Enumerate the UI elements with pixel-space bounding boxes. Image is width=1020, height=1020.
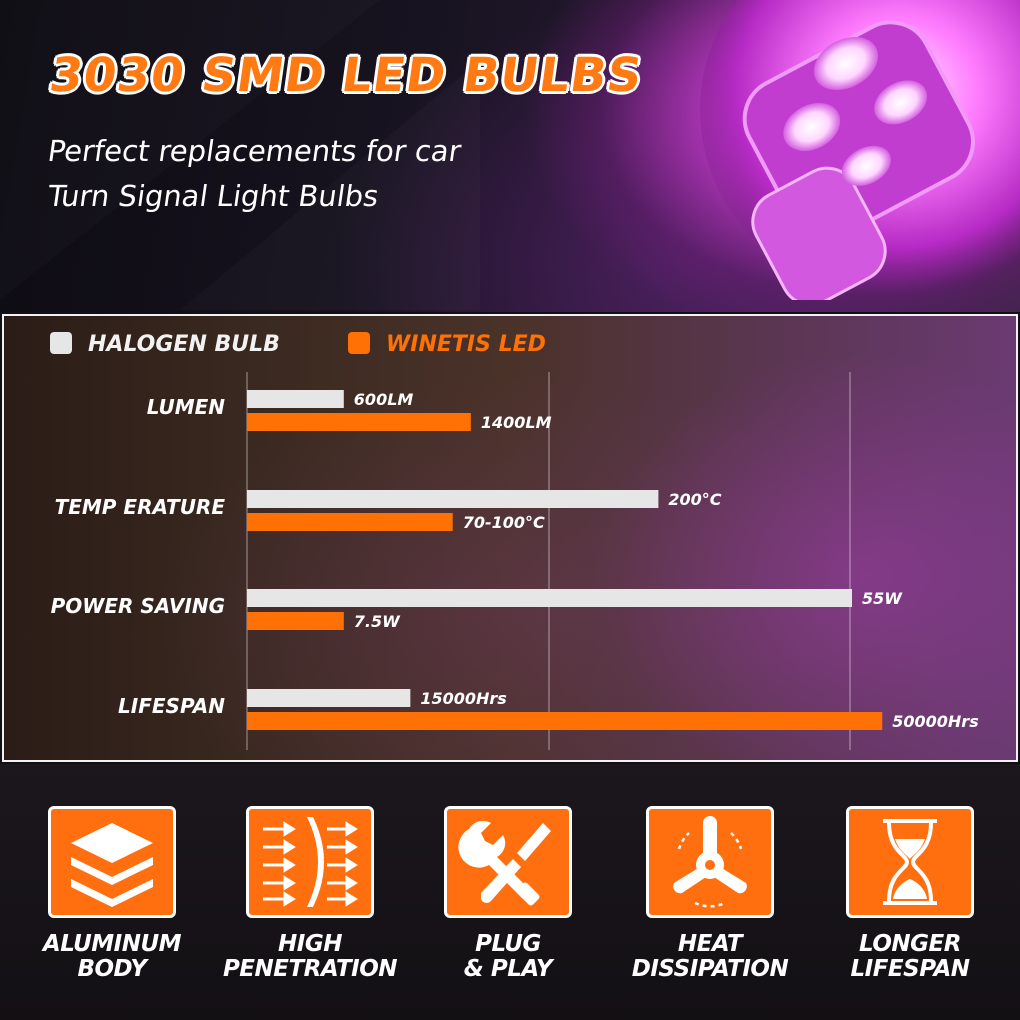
category-label: LUMEN bbox=[147, 395, 225, 419]
comparison-bar-chart: HALOGEN BULB WINETIS LED LUMEN 600LM 1400LM T… bbox=[50, 332, 979, 750]
data-label: 55W bbox=[862, 589, 903, 608]
feature-label-line-1: PLUG bbox=[475, 931, 541, 957]
layers-icon bbox=[71, 823, 153, 907]
hero-subtitle-line-1: Perfect replacements for car bbox=[45, 134, 464, 168]
legend-swatch bbox=[50, 332, 72, 354]
legend-label: HALOGEN BULB bbox=[88, 332, 280, 357]
feature-label: HIGH PENETRATION bbox=[208, 932, 412, 982]
feature-label-line-1: HIGH bbox=[278, 931, 342, 957]
category-label: LIFESPAN bbox=[118, 694, 225, 718]
feature-label-line-2: DISSIPATION bbox=[631, 956, 789, 982]
category-label: TEMP ERATURE bbox=[55, 495, 226, 519]
feature-plug-and-play: PLUG & PLAY bbox=[406, 806, 606, 1006]
data-label: 7.5W bbox=[354, 612, 401, 631]
category-label: POWER SAVING bbox=[51, 594, 225, 618]
feature-longer-lifespan: LONGER LIFESPAN bbox=[808, 806, 1008, 1006]
halogen-bar bbox=[247, 689, 411, 707]
led-bulb-image bbox=[700, 0, 1020, 300]
data-label: 200°C bbox=[668, 490, 721, 509]
feature-icon-box bbox=[444, 806, 572, 918]
feature-icon-box bbox=[646, 806, 774, 918]
feature-heat-dissipation: HEAT DISSIPATION bbox=[608, 806, 808, 1006]
legend-swatch bbox=[348, 332, 370, 354]
feature-icon-box bbox=[246, 806, 374, 918]
feature-aluminum-body: ALUMINUM BODY bbox=[10, 806, 210, 1006]
halogen-bar bbox=[247, 589, 852, 607]
feature-label: PLUG & PLAY bbox=[406, 932, 610, 982]
lens-beam-icon bbox=[263, 817, 358, 907]
features-section: ALUMINUM BODY bbox=[0, 764, 1020, 1020]
feature-label-line-2: & PLAY bbox=[463, 956, 553, 982]
hero-title: 3030 SMD LED BULBS bbox=[46, 48, 647, 103]
hourglass-icon bbox=[883, 819, 937, 905]
feature-high-penetration: HIGH PENETRATION bbox=[208, 806, 408, 1006]
fan-icon bbox=[673, 816, 747, 908]
legend-label: WINETIS LED bbox=[386, 332, 546, 357]
led-bar bbox=[247, 513, 453, 531]
led-bar bbox=[247, 712, 883, 730]
feature-icon-box bbox=[48, 806, 176, 918]
led-bar bbox=[247, 612, 344, 630]
data-label: 70-100°C bbox=[463, 513, 545, 532]
halogen-bar bbox=[247, 390, 344, 408]
halogen-bar bbox=[247, 490, 659, 508]
feature-label-line-1: HEAT bbox=[677, 931, 743, 957]
data-label: 50000Hrs bbox=[892, 712, 978, 731]
led-bar bbox=[247, 413, 471, 431]
hero-banner: 3030 SMD LED BULBS Perfect replacements … bbox=[0, 0, 1020, 312]
feature-label-line-2: BODY bbox=[77, 956, 147, 982]
comparison-chart-panel: HALOGEN BULB WINETIS LED LUMEN 600LM 1400LM T… bbox=[2, 314, 1018, 762]
feature-label-line-1: ALUMINUM bbox=[42, 931, 182, 957]
wrench-screwdriver-icon bbox=[458, 820, 551, 906]
feature-label-line-2: LIFESPAN bbox=[850, 956, 971, 982]
hero-subtitle-line-2: Turn Signal Light Bulbs bbox=[45, 179, 381, 213]
data-label: 15000Hrs bbox=[420, 689, 506, 708]
feature-label-line-2: PENETRATION bbox=[222, 956, 398, 982]
feature-label-line-1: LONGER bbox=[859, 931, 961, 957]
feature-icon-box bbox=[846, 806, 974, 918]
feature-label: LONGER LIFESPAN bbox=[808, 932, 1012, 982]
feature-label: ALUMINUM BODY bbox=[10, 932, 214, 982]
data-label: 600LM bbox=[354, 390, 414, 409]
data-label: 1400LM bbox=[481, 413, 552, 432]
feature-label: HEAT DISSIPATION bbox=[608, 932, 812, 982]
